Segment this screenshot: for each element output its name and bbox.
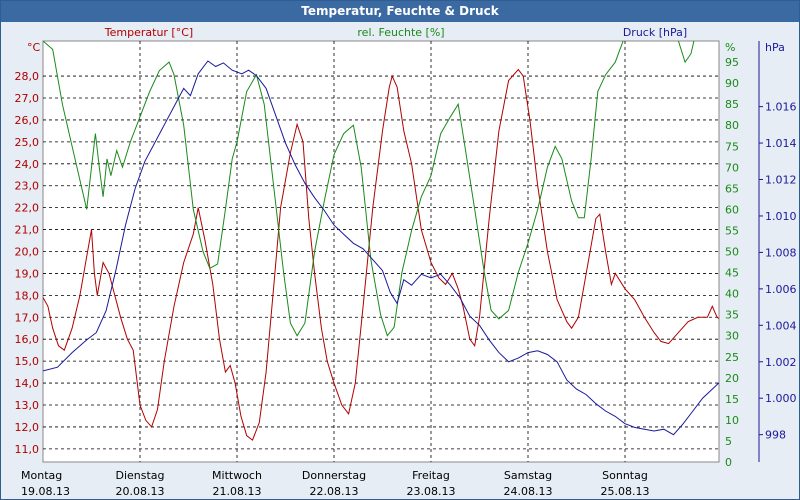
temperature-tick-label: 18,0 bbox=[15, 289, 40, 302]
temperature-tick-label: 27,0 bbox=[15, 92, 40, 105]
x-date-label: 20.08.13 bbox=[116, 485, 165, 498]
humidity-tick-label: 90 bbox=[725, 77, 739, 90]
humidity-tick-label: 75 bbox=[725, 140, 739, 153]
humidity-tick-label: 30 bbox=[725, 330, 739, 343]
humidity-tick-label: 25 bbox=[725, 351, 739, 364]
x-date-label: 21.08.13 bbox=[213, 485, 262, 498]
temperature-tick-label: 17,0 bbox=[15, 311, 40, 324]
temperature-tick-label: 13,0 bbox=[15, 399, 40, 412]
x-day-label: Mittwoch bbox=[212, 469, 262, 482]
pressure-tick-label: 1.016 bbox=[765, 101, 797, 114]
temperature-tick-label: 19,0 bbox=[15, 267, 40, 280]
x-date-label: 22.08.13 bbox=[310, 485, 359, 498]
temperature-tick-label: 20,0 bbox=[15, 246, 40, 259]
pressure-axis-title: Druck [hPa] bbox=[623, 26, 687, 39]
humidity-tick-label: 55 bbox=[725, 224, 739, 237]
temperature-tick-label: 23,0 bbox=[15, 180, 40, 193]
temperature-tick-label: 14,0 bbox=[15, 377, 40, 390]
x-day-label: Samstag bbox=[504, 469, 552, 482]
humidity-tick-label: 35 bbox=[725, 309, 739, 322]
series-line-humidity bbox=[43, 41, 695, 337]
humidity-tick-label: 65 bbox=[725, 182, 739, 195]
x-date-label: 25.08.13 bbox=[601, 485, 650, 498]
temperature-tick-label: 12,0 bbox=[15, 421, 40, 434]
humidity-tick-label: 60 bbox=[725, 203, 739, 216]
pressure-tick-label: 1.008 bbox=[765, 246, 797, 259]
temperature-unit-label: °C bbox=[27, 41, 41, 54]
humidity-tick-label: 50 bbox=[725, 246, 739, 259]
temperature-tick-label: 25,0 bbox=[15, 136, 40, 149]
pressure-tick-label: 1.012 bbox=[765, 174, 797, 187]
window-title: Temperatur, Feuchte & Druck bbox=[1, 1, 799, 22]
temperature-tick-label: 16,0 bbox=[15, 333, 40, 346]
x-day-label: Donnerstag bbox=[302, 469, 366, 482]
pressure-unit-label: hPa bbox=[765, 41, 785, 54]
temperature-tick-label: 22,0 bbox=[15, 202, 40, 215]
temperature-axis-title: Temperatur [°C] bbox=[104, 26, 193, 39]
humidity-unit-label: % bbox=[725, 41, 735, 54]
x-date-label: 24.08.13 bbox=[504, 485, 553, 498]
humidity-axis-title: rel. Feuchte [%] bbox=[357, 26, 444, 39]
series-line-pressure bbox=[43, 60, 719, 436]
humidity-tick-label: 95 bbox=[725, 56, 739, 69]
pressure-tick-label: 1.006 bbox=[765, 283, 797, 296]
humidity-tick-label: 45 bbox=[725, 267, 739, 280]
pressure-tick-label: 1.010 bbox=[765, 210, 797, 223]
pressure-tick-label: 998 bbox=[765, 429, 786, 442]
temperature-tick-label: 24,0 bbox=[15, 158, 40, 171]
temperature-tick-label: 11,0 bbox=[15, 443, 40, 456]
humidity-tick-label: 80 bbox=[725, 119, 739, 132]
x-day-label: Freitag bbox=[412, 469, 450, 482]
x-date-label: 19.08.13 bbox=[21, 485, 70, 498]
pressure-tick-label: 1.014 bbox=[765, 137, 797, 150]
temperature-tick-label: 26,0 bbox=[15, 114, 40, 127]
pressure-tick-label: 1.002 bbox=[765, 356, 797, 369]
humidity-tick-label: 85 bbox=[725, 98, 739, 111]
x-day-label: Sonntag bbox=[602, 469, 648, 482]
pressure-tick-label: 1.004 bbox=[765, 319, 797, 332]
humidity-tick-label: 10 bbox=[725, 414, 739, 427]
humidity-tick-label: 70 bbox=[725, 161, 739, 174]
pressure-tick-label: 1.000 bbox=[765, 392, 797, 405]
humidity-tick-label: 5 bbox=[725, 435, 732, 448]
temperature-tick-label: 15,0 bbox=[15, 355, 40, 368]
x-date-label: 23.08.13 bbox=[407, 485, 456, 498]
temperature-tick-label: 28,0 bbox=[15, 70, 40, 83]
series-line-temperature bbox=[43, 68, 719, 441]
temperature-tick-label: 21,0 bbox=[15, 224, 40, 237]
humidity-tick-label: 20 bbox=[725, 372, 739, 385]
x-day-label: Montag bbox=[21, 469, 62, 482]
humidity-tick-label: 0 bbox=[725, 456, 732, 469]
humidity-tick-label: 15 bbox=[725, 393, 739, 406]
x-day-label: Dienstag bbox=[115, 469, 164, 482]
humidity-tick-label: 40 bbox=[725, 288, 739, 301]
